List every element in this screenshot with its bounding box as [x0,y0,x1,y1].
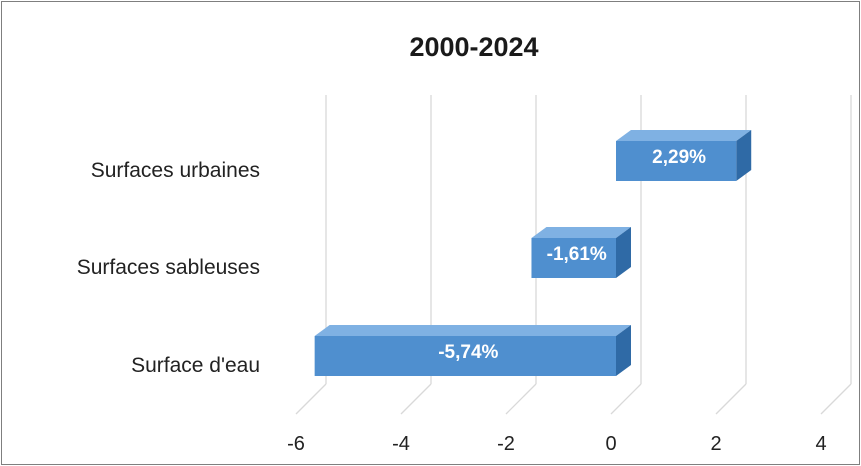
gridline-floor [505,383,537,415]
bar-side-face [616,325,631,376]
x-tick-label: 0 [605,433,616,455]
bars-group [314,130,752,376]
x-tick-label: -2 [497,433,515,455]
category-label: Surface d'eau [131,354,260,377]
category-label: Surfaces urbaines [91,159,260,182]
gridline-floor [820,383,852,415]
x-tick-label: -6 [287,433,305,455]
x-tick-label: 4 [815,433,826,455]
bar-top-face [314,325,631,336]
gridline-floor [610,383,642,415]
category-label: Surfaces sableuses [77,256,260,279]
labels-group: -6 -4 -2 0 2 4 2,29% Surfaces urbaines -1,61% Sur… [77,147,827,455]
bar-top-face [616,130,752,141]
gridline-floor [295,383,327,415]
gridline-floor [715,383,747,415]
data-label: -5,74% [438,342,498,363]
bar [616,130,752,181]
gridline-floor [400,383,432,415]
bar [531,227,631,278]
bar [314,325,631,376]
bar-side-face [736,130,752,181]
data-label: 2,29% [652,147,706,168]
data-label: -1,61% [547,244,607,265]
bar-side-face [616,227,631,278]
x-tick-label: 2 [710,433,721,455]
x-tick-label: -4 [392,433,410,455]
chart-title: 2000-2024 [409,32,538,62]
bar-top-face [531,227,631,238]
bar-front-face [616,141,737,181]
bar-front-face [531,238,616,278]
bar-front-face [314,336,616,376]
